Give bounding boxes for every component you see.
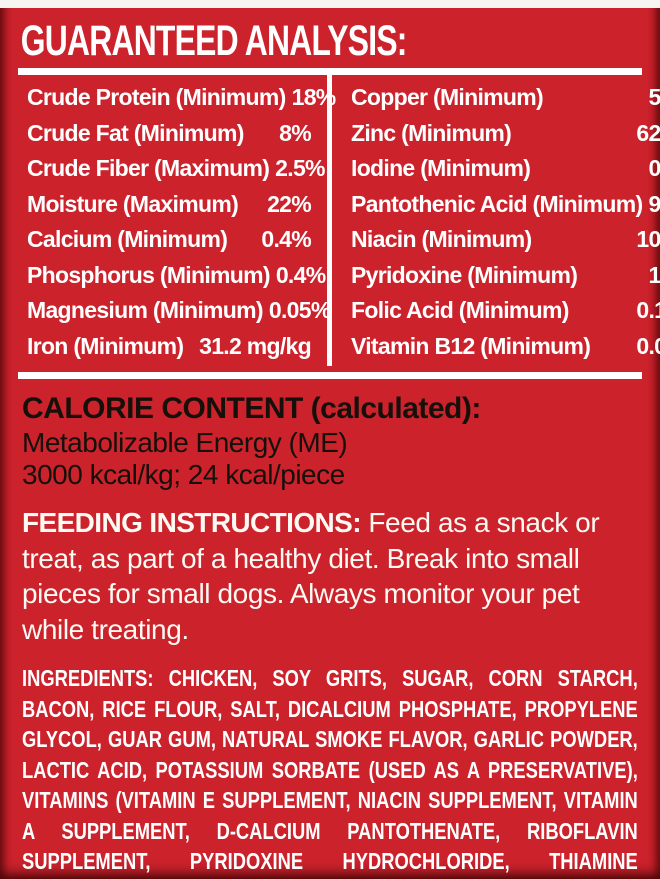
- nutrient-name: Pyridoxine (Minimum): [351, 261, 578, 288]
- ingredients-heading: INGREDIENTS:: [22, 665, 154, 691]
- nutrient-name: Crude Fat (Minimum): [27, 119, 244, 146]
- analysis-row: Niacin (Minimum) 10.7 mg/kg: [351, 222, 660, 258]
- section-divider-line: [18, 372, 642, 379]
- nutrient-name: Copper (Minimum): [351, 84, 544, 110]
- kcal-values-line: 3000 kcal/kg; 24 kcal/piece: [22, 459, 345, 490]
- nutrient-value: 5.7 mg/kg: [648, 84, 660, 110]
- nutrient-value: 0.17 mg/kg: [636, 297, 660, 323]
- label-top-edge: [0, 0, 660, 8]
- feeding-instructions-section: FEEDING INSTRUCTIONS: Feed as a snack or…: [0, 491, 660, 647]
- calorie-content-section: CALORIE CONTENT (calculated): Metaboliza…: [0, 379, 660, 491]
- analysis-row: Pantothenic Acid (Minimum) 9.4 mg/kg: [351, 187, 660, 223]
- nutrient-name: Niacin (Minimum): [351, 226, 532, 252]
- analysis-row: Pyridoxine (Minimum) 1.2 mg/kg: [351, 258, 660, 294]
- nutrient-name: Crude Fiber (Maximum): [27, 155, 270, 181]
- analysis-right-column: Copper (Minimum) 5.7 mg/kg Zinc (Minimum…: [327, 78, 660, 366]
- analysis-row: Copper (Minimum) 5.7 mg/kg: [351, 80, 660, 116]
- nutrient-value: 1.2 mg/kg: [648, 261, 660, 288]
- ingredients-text: CHICKEN, SOY GRITS, SUGAR, CORN STARCH, …: [22, 665, 638, 879]
- guaranteed-analysis-table: Crude Protein (Minimum) 18% Crude Fat (M…: [0, 73, 660, 366]
- analysis-row: Folic Acid (Minimum) 0.17 mg/kg: [351, 293, 660, 329]
- nutrient-value: 62.4 mg/kg: [636, 119, 660, 146]
- nutrient-name: Zinc (Minimum): [351, 119, 512, 146]
- nutrient-value: 8%: [279, 119, 312, 146]
- analysis-row: Zinc (Minimum) 62.4 mg/kg: [351, 116, 660, 152]
- analysis-row: Crude Fiber (Maximum) 2.5%: [27, 151, 325, 187]
- analysis-row: Iron (Minimum) 31.2 mg/kg: [27, 329, 312, 365]
- ingredients-section: INGREDIENTS: CHICKEN, SOY GRITS, SUGAR, …: [0, 647, 660, 879]
- analysis-row: Magnesium (Minimum) 0.05%: [27, 293, 331, 329]
- nutrient-name: Iron (Minimum): [27, 332, 184, 359]
- nutrient-name: Iodine (Minimum): [351, 155, 531, 181]
- nutrient-value: 31.2 mg/kg: [199, 332, 312, 359]
- analysis-row: Crude Fat (Minimum) 8%: [27, 116, 312, 152]
- nutrient-value: 0.4%: [275, 261, 326, 288]
- analysis-row: Calcium (Minimum) 0.4%: [27, 222, 312, 258]
- analysis-row: Crude Protein (Minimum) 18%: [27, 80, 336, 116]
- calorie-content-heading: CALORIE CONTENT (calculated):: [22, 392, 481, 425]
- nutrient-value: 2.5%: [275, 155, 325, 181]
- nutrient-value: 0.05%: [268, 297, 331, 323]
- analysis-row: Vitamin B12 (Minimum) 0.03 mg/kg: [351, 329, 660, 365]
- guaranteed-analysis-title: GUARANTEED ANALYSIS:: [20, 17, 408, 65]
- nutrient-name: Folic Acid (Minimum): [351, 297, 569, 323]
- nutrient-value: 0.03 mg/kg: [636, 332, 660, 359]
- ingredients-paragraph: INGREDIENTS: CHICKEN, SOY GRITS, SUGAR, …: [22, 663, 638, 879]
- analysis-row: Phosphorus (Minimum) 0.4%: [27, 258, 326, 294]
- analysis-left-column: Crude Protein (Minimum) 18% Crude Fat (M…: [0, 78, 336, 366]
- nutrient-name: Crude Protein (Minimum): [27, 84, 286, 110]
- title-underline: [18, 68, 642, 75]
- nutrient-name: Vitamin B12 (Minimum): [351, 332, 591, 359]
- nutrient-value: 10.7 mg/kg: [636, 226, 660, 252]
- feeding-instructions-heading: FEEDING INSTRUCTIONS:: [22, 507, 362, 538]
- nutrient-name: Calcium (Minimum): [27, 226, 228, 252]
- analysis-row: Iodine (Minimum) 0.8 mg/kg: [351, 151, 660, 187]
- nutrient-name: Phosphorus (Minimum): [27, 261, 271, 288]
- nutrient-value: 22%: [267, 190, 312, 217]
- nutrient-name: Magnesium (Minimum): [27, 297, 264, 323]
- nutrient-name: Pantothenic Acid (Minimum): [351, 190, 643, 217]
- column-divider: [327, 73, 332, 366]
- feeding-instructions-text: Feed as a snack or treat, as part of a h…: [22, 507, 600, 645]
- nutrient-name: Moisture (Maximum): [27, 190, 239, 217]
- nutrient-value: 9.4 mg/kg: [648, 190, 660, 217]
- metabolizable-energy-line: Metabolizable Energy (ME): [22, 427, 348, 458]
- nutrient-value: 0.8 mg/kg: [648, 155, 660, 181]
- nutrient-value: 0.4%: [261, 226, 311, 252]
- analysis-row: Moisture (Maximum) 22%: [27, 187, 312, 223]
